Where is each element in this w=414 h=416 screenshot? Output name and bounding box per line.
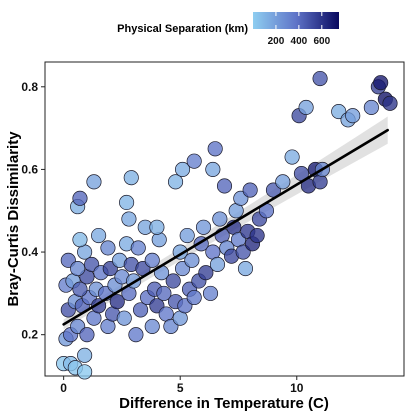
data-point [345,108,361,124]
data-point [77,347,93,363]
regression-line [62,128,389,326]
legend-tick-label: 200 [268,36,285,47]
data-point [198,265,214,281]
data-point [123,170,139,186]
data-point [130,240,146,256]
data-point [186,289,202,306]
legend-ticks: 200 400 600 [268,12,331,47]
data-point [382,95,398,111]
data-point [128,327,144,343]
data-point [77,364,93,380]
y-tick-label: 0.4 [21,245,38,259]
data-point [151,232,167,248]
data-point [186,153,202,169]
data-point [109,294,125,310]
data-point [165,273,181,289]
data-point [156,285,172,301]
trend-line [62,128,389,326]
data-point [72,190,88,206]
data-point [70,261,86,277]
y-tick-label: 0.2 [21,328,38,342]
legend-colorbar [253,12,339,29]
data-point [237,261,254,277]
data-point [174,161,191,177]
data-point [312,70,328,87]
data-point [373,75,389,91]
data-point [363,99,379,115]
y-tick-label: 0.6 [21,162,38,176]
data-point [205,161,221,177]
data-point [298,99,314,115]
data-point [216,178,233,194]
data-point [133,302,149,318]
data-point [91,227,107,244]
data-point [179,227,195,244]
data-point [121,211,137,227]
data-point [119,194,135,211]
data-point [212,211,228,227]
data-point [207,141,223,157]
data-point [202,285,219,301]
data-point [275,174,291,190]
data-point [72,232,88,248]
data-point [209,256,226,272]
x-tick-label: 0 [60,381,67,395]
data-point [195,219,212,235]
data-point [149,219,165,235]
data-point [79,327,95,343]
y-axis-label: Bray-Curtis Dissimilarity [5,131,22,307]
data-point [242,182,258,198]
data-point [144,252,160,268]
x-axis: 0 5 10 [60,376,304,395]
data-point [184,252,200,268]
y-tick-label: 0.8 [21,80,38,94]
y-axis: 0.2 0.4 0.6 0.8 [21,80,45,342]
legend-tick-label: 600 [313,36,330,47]
data-point [144,318,160,334]
data-point [249,227,265,244]
data-point [72,281,88,297]
legend-title: Physical Separation (km) [117,23,248,35]
legend-tick-label: 400 [291,36,308,47]
data-point [167,174,184,190]
data-point [100,240,116,256]
x-axis-label: Difference in Temperature (C) [119,395,329,412]
legend: Physical Separation (km) 200 400 600 [117,12,339,47]
data-point [284,149,300,165]
data-point [116,310,132,326]
x-tick-label: 5 [177,381,184,395]
data-point [312,174,328,190]
x-tick-label: 10 [290,381,304,395]
data-point [86,174,102,190]
